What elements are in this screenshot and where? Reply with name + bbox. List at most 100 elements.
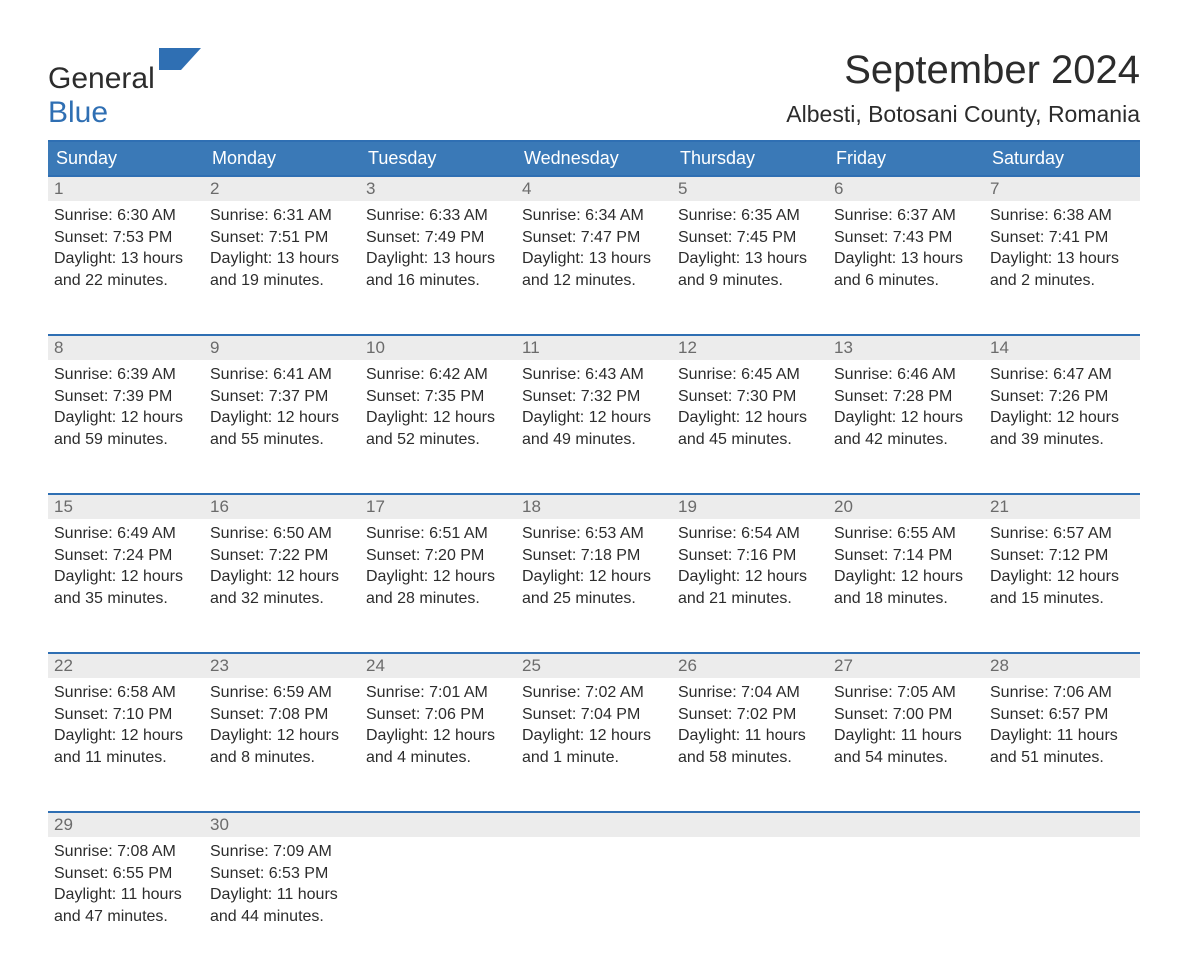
- day-number: 21: [990, 497, 1009, 516]
- daylight-line: Daylight: 12 hours and 18 minutes.: [834, 568, 963, 607]
- day-text: Sunrise: 6:51 AMSunset: 7:20 PMDaylight:…: [366, 519, 510, 609]
- week-daynum-row: 1234567: [48, 176, 1140, 201]
- day-number-cell: 22: [48, 653, 204, 678]
- day-text: Sunrise: 7:05 AMSunset: 7:00 PMDaylight:…: [834, 678, 978, 768]
- sunrise-line: Sunrise: 6:37 AM: [834, 207, 956, 224]
- day-number-cell: 25: [516, 653, 672, 678]
- daylight-line: Daylight: 11 hours and 54 minutes.: [834, 727, 962, 766]
- weekday-header: Friday: [828, 141, 984, 176]
- day-number: 14: [990, 338, 1009, 357]
- sunset-line: Sunset: 6:57 PM: [990, 706, 1108, 723]
- day-text: Sunrise: 6:41 AMSunset: 7:37 PMDaylight:…: [210, 360, 354, 450]
- weekday-header: Saturday: [984, 141, 1140, 176]
- day-content-cell: Sunrise: 7:09 AMSunset: 6:53 PMDaylight:…: [204, 837, 360, 971]
- day-number-cell: 6: [828, 176, 984, 201]
- day-content-cell: Sunrise: 6:50 AM Sunset: 7:22 PM Daylight:…: [204, 519, 360, 653]
- day-text: Sunrise: 6:53 AMSunset: 7:18 PMDaylight:…: [522, 519, 666, 609]
- sunset-line: Sunset: 7:35 PM: [366, 388, 484, 405]
- day-number: 4: [522, 179, 531, 198]
- day-number-cell: 17: [360, 494, 516, 519]
- sunrise-line: Sunrise: 6:50 AM: [210, 525, 332, 542]
- sunset-line: Sunset: 7:45 PM: [678, 229, 796, 246]
- day-number: 17: [366, 497, 385, 516]
- sunrise-line: Sunrise: 6:47 AM: [990, 366, 1112, 383]
- sunset-line: Sunset: 7:30 PM: [678, 388, 796, 405]
- daylight-line: Daylight: 12 hours and 45 minutes.: [678, 409, 807, 448]
- sunrise-line: Sunrise: 6:59 AM: [210, 684, 332, 701]
- day-number-cell: 11: [516, 335, 672, 360]
- day-content-cell: Sunrise: 6:31 AMSunset: 7:51 PMDaylight:…: [204, 201, 360, 335]
- day-number: 12: [678, 338, 697, 357]
- day-content-cell: Sunrise: 6:58 AMSunset: 7:10 PMDaylight:…: [48, 678, 204, 812]
- day-content-cell: Sunrise: 6:49 AMSunset: 7:24 PMDaylight:…: [48, 519, 204, 653]
- week-content-row: Sunrise: 6:58 AMSunset: 7:10 PMDaylight:…: [48, 678, 1140, 812]
- titles: September 2024 Albesti, Botosani County,…: [786, 48, 1140, 140]
- sunrise-line: Sunrise: 7:01 AM: [366, 684, 488, 701]
- day-number: 5: [678, 179, 687, 198]
- day-text: Sunrise: 7:06 AMSunset: 6:57 PMDaylight:…: [990, 678, 1134, 768]
- day-number: 20: [834, 497, 853, 516]
- day-text: Sunrise: 6:45 AMSunset: 7:30 PMDaylight:…: [678, 360, 822, 450]
- day-number: 28: [990, 656, 1009, 675]
- day-content-cell: Sunrise: 6:47 AMSunset: 7:26 PMDaylight:…: [984, 360, 1140, 494]
- daylight-line: Daylight: 12 hours and 49 minutes.: [522, 409, 651, 448]
- day-text: Sunrise: 7:02 AMSunset: 7:04 PMDaylight:…: [522, 678, 666, 768]
- day-number: 3: [366, 179, 375, 198]
- day-content-cell: Sunrise: 7:08 AMSunset: 6:55 PMDaylight:…: [48, 837, 204, 971]
- weekday-header: Wednesday: [516, 141, 672, 176]
- day-text: Sunrise: 7:01 AMSunset: 7:06 PMDaylight:…: [366, 678, 510, 768]
- calendar-table: Sunday Monday Tuesday Wednesday Thursday…: [48, 140, 1140, 971]
- empty-day-number: [360, 812, 516, 837]
- daylight-line: Daylight: 13 hours and 2 minutes.: [990, 250, 1119, 289]
- sunset-line: Sunset: 7:08 PM: [210, 706, 328, 723]
- empty-day-number: [672, 812, 828, 837]
- daylight-line: Daylight: 12 hours and 55 minutes.: [210, 409, 339, 448]
- day-content-cell: Sunrise: 7:06 AMSunset: 6:57 PMDaylight:…: [984, 678, 1140, 812]
- sunset-line: Sunset: 7:22 PM: [210, 547, 328, 564]
- sunrise-line: Sunrise: 6:39 AM: [54, 366, 176, 383]
- day-number-cell: 16: [204, 494, 360, 519]
- sunset-line: Sunset: 7:20 PM: [366, 547, 484, 564]
- day-number-cell: 9: [204, 335, 360, 360]
- day-text: Sunrise: 6:38 AMSunset: 7:41 PMDaylight:…: [990, 201, 1134, 291]
- day-content-cell: Sunrise: 6:39 AMSunset: 7:39 PMDaylight:…: [48, 360, 204, 494]
- day-text: Sunrise: 6:55 AMSunset: 7:14 PMDaylight:…: [834, 519, 978, 609]
- day-number-cell: 19: [672, 494, 828, 519]
- daylight-line: Daylight: 12 hours and 28 minutes.: [366, 568, 495, 607]
- day-number-cell: 12: [672, 335, 828, 360]
- day-text: Sunrise: 6:30 AMSunset: 7:53 PMDaylight:…: [54, 201, 198, 291]
- day-number: 9: [210, 338, 219, 357]
- day-text: Sunrise: 6:59 AMSunset: 7:08 PMDaylight:…: [210, 678, 354, 768]
- day-content-cell: Sunrise: 6:53 AMSunset: 7:18 PMDaylight:…: [516, 519, 672, 653]
- empty-day-number: [828, 812, 984, 837]
- day-number: 11: [522, 338, 540, 357]
- sunset-line: Sunset: 7:04 PM: [522, 706, 640, 723]
- daylight-line: Daylight: 12 hours and 35 minutes.: [54, 568, 183, 607]
- brand-logo: General Blue: [48, 48, 201, 130]
- day-text: Sunrise: 6:31 AMSunset: 7:51 PMDaylight:…: [210, 201, 354, 291]
- day-content-cell: Sunrise: 6:34 AMSunset: 7:47 PMDaylight:…: [516, 201, 672, 335]
- sunset-line: Sunset: 7:32 PM: [522, 388, 640, 405]
- day-number: 26: [678, 656, 697, 675]
- day-content-cell: Sunrise: 7:05 AMSunset: 7:00 PMDaylight:…: [828, 678, 984, 812]
- sunrise-line: Sunrise: 6:57 AM: [990, 525, 1112, 542]
- empty-day-content: [516, 837, 672, 971]
- daylight-line: Daylight: 12 hours and 21 minutes.: [678, 568, 807, 607]
- day-number: 1: [54, 179, 63, 198]
- sunset-line: Sunset: 7:26 PM: [990, 388, 1108, 405]
- sunrise-line: Sunrise: 7:08 AM: [54, 843, 176, 860]
- day-number: 22: [54, 656, 73, 675]
- daylight-line: Daylight: 13 hours and 19 minutes.: [210, 250, 339, 289]
- weekday-header: Sunday: [48, 141, 204, 176]
- week-content-row: Sunrise: 6:30 AMSunset: 7:53 PMDaylight:…: [48, 201, 1140, 335]
- sunrise-line: Sunrise: 6:54 AM: [678, 525, 800, 542]
- day-number-cell: 28: [984, 653, 1140, 678]
- daylight-line: Daylight: 12 hours and 32 minutes.: [210, 568, 339, 607]
- empty-day-content: [828, 837, 984, 971]
- daylight-line: Daylight: 13 hours and 16 minutes.: [366, 250, 495, 289]
- sunset-line: Sunset: 7:49 PM: [366, 229, 484, 246]
- day-text: Sunrise: 6:57 AMSunset: 7:12 PMDaylight:…: [990, 519, 1134, 609]
- day-number-cell: 3: [360, 176, 516, 201]
- sunset-line: Sunset: 7:10 PM: [54, 706, 172, 723]
- day-content-cell: Sunrise: 6:51 AMSunset: 7:20 PMDaylight:…: [360, 519, 516, 653]
